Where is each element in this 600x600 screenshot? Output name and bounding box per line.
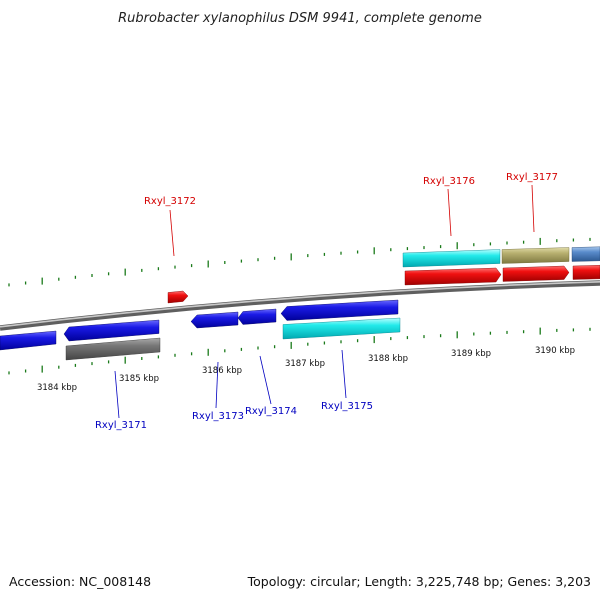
scale-label-3185: 3185 kbp <box>119 374 159 384</box>
gene-arrow-rxyl-3170[interactable] <box>0 330 57 351</box>
gene-arrow-rxyl-3174[interactable] <box>237 308 277 325</box>
leader-rxyl-3176 <box>447 188 452 237</box>
leader-rxyl-3172 <box>169 209 175 257</box>
leader-lines <box>114 184 535 419</box>
gene-arrow-rxyl-3175-cog[interactable] <box>282 317 401 340</box>
gene-label-rxyl-3177[interactable]: Rxyl_3177 <box>506 172 558 183</box>
gene-label-rxyl-3176[interactable]: Rxyl_3176 <box>423 176 475 187</box>
leader-rxyl-3173 <box>215 361 219 409</box>
tick-marks-lower <box>8 327 591 375</box>
leader-rxyl-3177 <box>531 184 535 233</box>
gene-arrow-next[interactable] <box>572 264 600 280</box>
leader-rxyl-3171 <box>114 370 120 419</box>
genome-backbone <box>0 280 600 331</box>
genome-summary-text: Topology: circular; Length: 3,225,748 bp… <box>247 574 591 589</box>
forward-strand <box>167 246 600 304</box>
tick-marks-upper <box>8 237 591 287</box>
gene-arrow-rxyl-3171-cog[interactable] <box>65 337 161 361</box>
gene-label-rxyl-3173[interactable]: Rxyl_3173 <box>192 411 244 422</box>
scale-label-3186: 3186 kbp <box>202 366 242 376</box>
gene-arrow-rxyl-3177-cog[interactable] <box>501 247 570 264</box>
gene-label-rxyl-3171[interactable]: Rxyl_3171 <box>95 420 147 431</box>
gene-arrow-rxyl-3177[interactable] <box>502 265 570 282</box>
gene-label-rxyl-3174[interactable]: Rxyl_3174 <box>245 406 297 417</box>
scale-label-3190: 3190 kbp <box>535 346 575 356</box>
gene-arrow-rxyl-3173[interactable] <box>190 311 239 329</box>
gene-arrow-rxyl-3176-cog[interactable] <box>402 249 501 268</box>
gene-labels: Rxyl_3171 Rxyl_3172 Rxyl_3173 Rxyl_3174 … <box>95 172 558 431</box>
gene-arrow-rxyl-3171[interactable] <box>63 319 160 342</box>
map-title: Rubrobacter xylanophilus DSM 9941, compl… <box>118 11 482 26</box>
gene-arrow-rxyl-3176[interactable] <box>404 267 502 286</box>
scale-label-3184: 3184 kbp <box>37 383 77 393</box>
gene-label-rxyl-3172[interactable]: Rxyl_3172 <box>144 196 196 207</box>
gene-arrow-next-cog[interactable] <box>571 246 600 262</box>
reverse-strand <box>0 299 401 361</box>
gene-arrow-rxyl-3172[interactable] <box>167 290 189 304</box>
accession-text: Accession: NC_008148 <box>9 574 151 589</box>
scale-label-3188: 3188 kbp <box>368 354 408 364</box>
leader-rxyl-3175 <box>341 349 347 399</box>
scale-label-3187: 3187 kbp <box>285 359 325 369</box>
scale-label-3189: 3189 kbp <box>451 349 491 359</box>
gene-label-rxyl-3175[interactable]: Rxyl_3175 <box>321 401 373 412</box>
genome-backbone-highlight <box>0 281 600 328</box>
gene-arrow-rxyl-3175[interactable] <box>280 299 399 321</box>
scale-labels: 3184 kbp 3185 kbp 3186 kbp 3187 kbp 3188… <box>37 346 575 393</box>
leader-rxyl-3174 <box>259 355 272 405</box>
